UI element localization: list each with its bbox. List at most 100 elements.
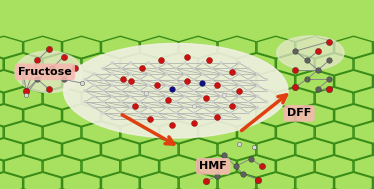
Point — [128, 84, 134, 87]
Point — [245, 89, 251, 92]
Point — [164, 106, 170, 109]
Point — [218, 84, 224, 87]
Point — [165, 99, 171, 102]
Point — [236, 84, 242, 87]
Point — [292, 68, 298, 71]
Point — [221, 153, 227, 156]
Point — [254, 106, 260, 109]
Point — [315, 87, 321, 90]
Point — [191, 104, 197, 107]
Point — [120, 78, 126, 81]
Point — [245, 67, 251, 70]
Point — [326, 78, 332, 81]
Point — [72, 67, 78, 70]
Point — [259, 165, 265, 168]
Point — [218, 106, 224, 109]
Point — [214, 116, 220, 119]
Point — [128, 61, 134, 64]
Ellipse shape — [15, 51, 82, 93]
Point — [209, 112, 215, 115]
Point — [145, 73, 151, 76]
Point — [109, 95, 115, 98]
Point — [191, 121, 197, 124]
Point — [46, 48, 52, 51]
Point — [218, 61, 224, 64]
Point — [315, 50, 321, 53]
Point — [214, 174, 220, 177]
Point — [49, 67, 55, 70]
Point — [326, 59, 332, 62]
Point — [46, 87, 52, 90]
Point — [23, 89, 29, 92]
Point — [184, 55, 190, 58]
Point — [304, 78, 310, 81]
Point — [251, 146, 257, 149]
Point — [128, 95, 134, 98]
Point — [236, 95, 242, 98]
Point — [200, 117, 206, 120]
Ellipse shape — [64, 43, 288, 138]
Ellipse shape — [277, 36, 344, 70]
Point — [61, 55, 67, 58]
Point — [182, 61, 188, 64]
Point — [254, 73, 260, 76]
Point — [173, 100, 179, 103]
Point — [91, 95, 97, 98]
Point — [119, 78, 125, 81]
Point — [173, 78, 179, 81]
Point — [229, 104, 235, 107]
Point — [119, 112, 125, 115]
Point — [155, 100, 161, 103]
Point — [119, 89, 125, 92]
Point — [218, 73, 224, 76]
Point — [164, 73, 170, 76]
Point — [109, 117, 115, 120]
Point — [100, 78, 106, 81]
Point — [137, 112, 142, 115]
Point — [143, 91, 149, 94]
Point — [236, 106, 242, 109]
Point — [199, 82, 205, 85]
Point — [128, 106, 134, 109]
Point — [61, 78, 67, 81]
Point — [137, 89, 142, 92]
Point — [263, 78, 269, 81]
Point — [221, 93, 227, 96]
Point — [182, 73, 188, 76]
Point — [248, 157, 254, 160]
Point — [155, 112, 161, 115]
Point — [200, 61, 206, 64]
Point — [82, 89, 88, 92]
Point — [19, 67, 25, 70]
Point — [182, 84, 188, 87]
Point — [23, 93, 29, 96]
Point — [245, 78, 251, 81]
Point — [209, 100, 215, 103]
Point — [128, 117, 134, 120]
Point — [315, 68, 321, 71]
Point — [145, 61, 151, 64]
Point — [292, 85, 298, 88]
Point — [100, 112, 106, 115]
Point — [100, 89, 106, 92]
Point — [209, 67, 215, 70]
Point — [169, 123, 175, 126]
Point — [227, 100, 233, 103]
Point — [263, 89, 269, 92]
Point — [147, 118, 153, 121]
Point — [209, 89, 215, 92]
Point — [227, 89, 233, 92]
Point — [139, 67, 145, 70]
Point — [203, 97, 209, 100]
Point — [200, 106, 206, 109]
Point — [91, 73, 97, 76]
Point — [233, 165, 239, 168]
Point — [200, 84, 206, 87]
Point — [155, 89, 161, 92]
Point — [34, 59, 40, 62]
Point — [304, 59, 310, 62]
Point — [200, 95, 206, 98]
Point — [206, 59, 212, 62]
Point — [164, 61, 170, 64]
Point — [227, 112, 233, 115]
